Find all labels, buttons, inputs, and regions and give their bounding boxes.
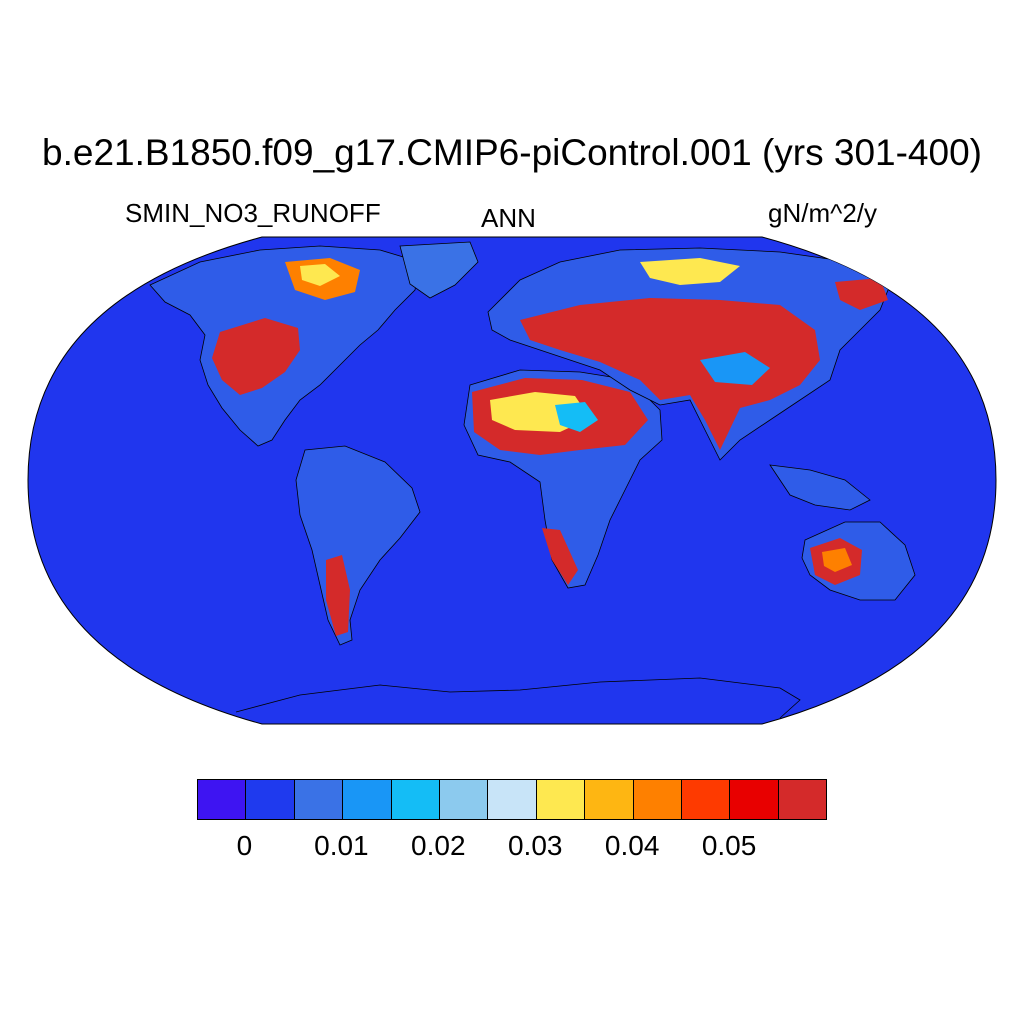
colorbar-box <box>633 780 682 819</box>
colorbar-box <box>488 780 537 819</box>
colorbar-box <box>585 780 634 819</box>
colorbar-tick-label: 0.03 <box>507 830 563 861</box>
colorbar-box <box>246 780 295 819</box>
colorbar <box>197 779 827 820</box>
australia-yellow <box>822 548 852 572</box>
colorbar-tick-label: 0.04 <box>604 830 660 861</box>
colorbar-tick-label: 0 <box>236 830 253 861</box>
colorbar-tick-label: 0.01 <box>314 830 369 861</box>
sahara-lightblue <box>555 402 598 432</box>
north-america-hotspot <box>212 318 300 395</box>
colorbar-box <box>439 780 489 819</box>
colorbar-box <box>294 780 344 819</box>
colorbar-box <box>343 780 392 819</box>
variable-label: SMIN_NO3_RUNOFF <box>125 198 381 228</box>
colorbar-tick-label: 0.02 <box>411 830 466 861</box>
colorbar-box <box>730 780 779 819</box>
tibet-lightblue <box>700 352 770 385</box>
siberia-yellow <box>640 258 740 285</box>
units-label: gN/m^2/y <box>768 198 878 228</box>
season-label: ANN <box>481 203 536 233</box>
canada-yellow <box>300 264 340 286</box>
colorbar-box <box>391 780 440 819</box>
colorbar-box <box>778 780 827 819</box>
south-america-hotspot <box>326 555 350 636</box>
colorbar-tick-label: 0.05 <box>701 830 757 861</box>
southeast-asia-islands <box>769 464 871 511</box>
plot-title: b.e21.B1850.f09_g17.CMIP6-piControl.001 … <box>42 132 982 173</box>
south-africa-hotspot <box>542 528 578 585</box>
east-siberia-hotspot <box>835 278 888 310</box>
antarctica-outline <box>235 677 801 719</box>
colorbar-box <box>536 780 586 819</box>
colorbar-box <box>198 780 247 819</box>
asia-hotspot <box>520 298 820 450</box>
land-field <box>149 241 916 719</box>
colorbar-box <box>681 780 731 819</box>
greenland-landmass <box>399 241 479 299</box>
